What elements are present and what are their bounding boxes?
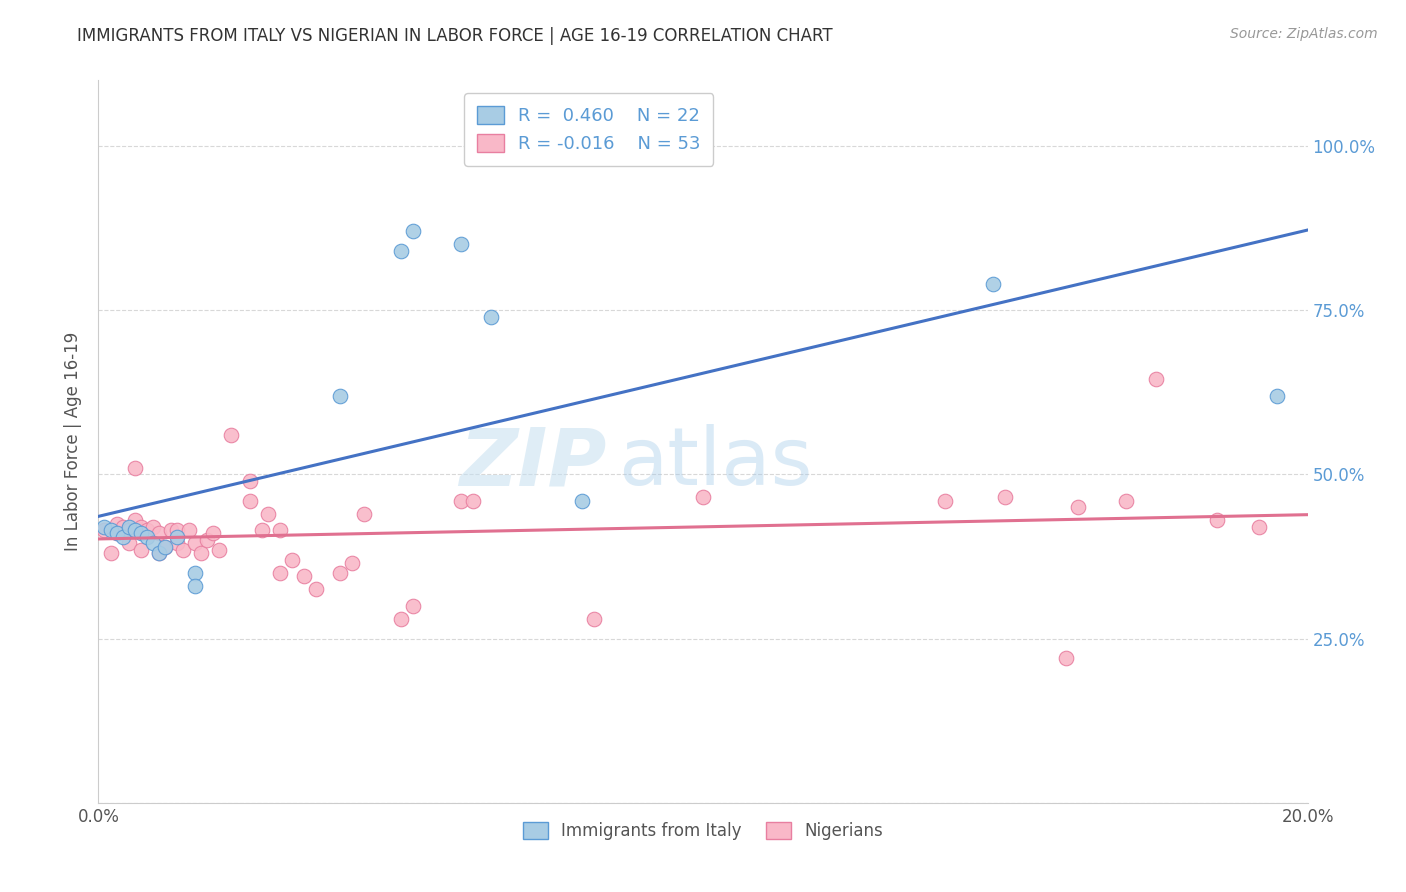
Point bbox=[124, 460, 146, 475]
Text: IMMIGRANTS FROM ITALY VS NIGERIAN IN LABOR FORCE | AGE 16-19 CORRELATION CHART: IMMIGRANTS FROM ITALY VS NIGERIAN IN LAB… bbox=[77, 27, 832, 45]
Point bbox=[195, 533, 218, 547]
Point bbox=[135, 523, 157, 537]
Point bbox=[129, 542, 152, 557]
Point bbox=[402, 599, 425, 613]
Point bbox=[166, 530, 188, 544]
Text: ZIP: ZIP bbox=[458, 425, 606, 502]
Point bbox=[1267, 388, 1289, 402]
Point bbox=[111, 520, 134, 534]
Y-axis label: In Labor Force | Age 16-19: In Labor Force | Age 16-19 bbox=[65, 332, 83, 551]
Point bbox=[124, 513, 146, 527]
Point bbox=[1249, 520, 1271, 534]
Point bbox=[190, 546, 212, 560]
Point bbox=[100, 546, 122, 560]
Point bbox=[342, 556, 364, 570]
Point bbox=[179, 523, 201, 537]
Point bbox=[184, 536, 207, 550]
Point bbox=[148, 546, 170, 560]
Point bbox=[135, 530, 157, 544]
Point bbox=[142, 520, 165, 534]
Point bbox=[172, 542, 194, 557]
Point bbox=[100, 523, 122, 537]
Point bbox=[105, 526, 128, 541]
Point bbox=[1054, 651, 1077, 665]
Point bbox=[111, 530, 134, 544]
Point bbox=[269, 523, 291, 537]
Point bbox=[692, 491, 714, 505]
Point bbox=[208, 542, 231, 557]
Legend: Immigrants from Italy, Nigerians: Immigrants from Italy, Nigerians bbox=[515, 814, 891, 848]
Point bbox=[256, 507, 278, 521]
Point bbox=[583, 612, 606, 626]
Point bbox=[329, 388, 352, 402]
Point bbox=[166, 523, 188, 537]
Point bbox=[184, 579, 207, 593]
Point bbox=[239, 493, 262, 508]
Point bbox=[1067, 500, 1090, 515]
Point bbox=[118, 536, 141, 550]
Point bbox=[124, 523, 146, 537]
Point bbox=[450, 493, 472, 508]
Point bbox=[1206, 513, 1229, 527]
Point bbox=[153, 540, 176, 554]
Point bbox=[184, 566, 207, 580]
Point bbox=[571, 493, 593, 508]
Point bbox=[463, 493, 485, 508]
Text: atlas: atlas bbox=[619, 425, 813, 502]
Point bbox=[105, 516, 128, 531]
Point bbox=[389, 244, 412, 258]
Point bbox=[166, 536, 188, 550]
Point bbox=[250, 523, 273, 537]
Point bbox=[105, 526, 128, 541]
Point bbox=[153, 540, 176, 554]
Point bbox=[142, 536, 165, 550]
Point bbox=[129, 526, 152, 541]
Point bbox=[93, 523, 115, 537]
Point bbox=[269, 566, 291, 580]
Point bbox=[160, 523, 183, 537]
Point bbox=[450, 237, 472, 252]
Point bbox=[981, 277, 1004, 291]
Point bbox=[994, 491, 1017, 505]
Point bbox=[118, 520, 141, 534]
Point bbox=[389, 612, 412, 626]
Point bbox=[934, 493, 956, 508]
Point bbox=[292, 569, 315, 583]
Point bbox=[148, 526, 170, 541]
Point bbox=[353, 507, 375, 521]
Point bbox=[1144, 372, 1167, 386]
Point bbox=[239, 474, 262, 488]
Point bbox=[402, 224, 425, 238]
Point bbox=[329, 566, 352, 580]
Text: Source: ZipAtlas.com: Source: ZipAtlas.com bbox=[1230, 27, 1378, 41]
Point bbox=[118, 523, 141, 537]
Point bbox=[202, 526, 225, 541]
Point bbox=[481, 310, 503, 324]
Point bbox=[221, 428, 243, 442]
Point bbox=[129, 520, 152, 534]
Point bbox=[281, 553, 304, 567]
Point bbox=[93, 520, 115, 534]
Point bbox=[148, 546, 170, 560]
Point bbox=[305, 582, 328, 597]
Point bbox=[1115, 493, 1137, 508]
